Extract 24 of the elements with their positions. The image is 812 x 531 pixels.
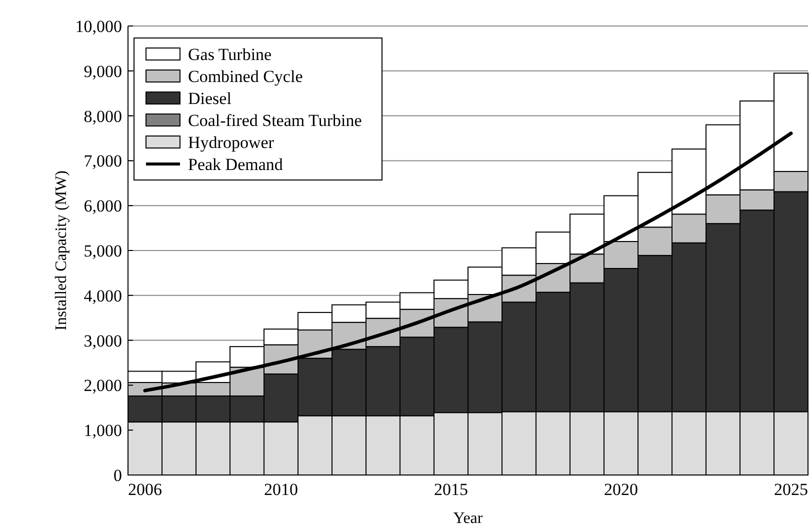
legend-label: Peak Demand xyxy=(188,154,284,174)
y-tick-label: 4,000 xyxy=(84,286,122,306)
x-tick-label: 2015 xyxy=(434,480,468,499)
legend-label: Diesel xyxy=(188,88,232,108)
x-axis-title: Year xyxy=(453,510,484,527)
y-tick-label: 7,000 xyxy=(84,152,122,171)
legend-label: Combined Cycle xyxy=(188,66,303,86)
x-tick-label: 2020 xyxy=(604,480,638,499)
y-tick-label: 0 xyxy=(114,466,122,485)
y-tick-label: 2,000 xyxy=(84,376,122,396)
x-tick-label: 2025 xyxy=(774,480,808,499)
y-tick-label: 3,000 xyxy=(84,331,122,350)
x-tick-label: 2006 xyxy=(128,480,162,499)
legend-label: Gas Turbine xyxy=(188,44,272,64)
y-axis-title: Installed Capacity (MW) xyxy=(53,170,70,330)
y-tick-label: 5,000 xyxy=(84,241,122,260)
y-tick-label: 6,000 xyxy=(84,196,122,216)
legend-label: Hydropower xyxy=(188,132,274,152)
legend-label: Coal-fired Steam Turbine xyxy=(188,110,362,130)
y-tick-label: 10,000 xyxy=(75,16,122,36)
y-tick-label: 9,000 xyxy=(84,62,122,81)
x-tick-label: 2010 xyxy=(264,480,298,499)
y-tick-label: 8,000 xyxy=(84,106,122,126)
y-tick-label: 1,000 xyxy=(84,421,122,440)
